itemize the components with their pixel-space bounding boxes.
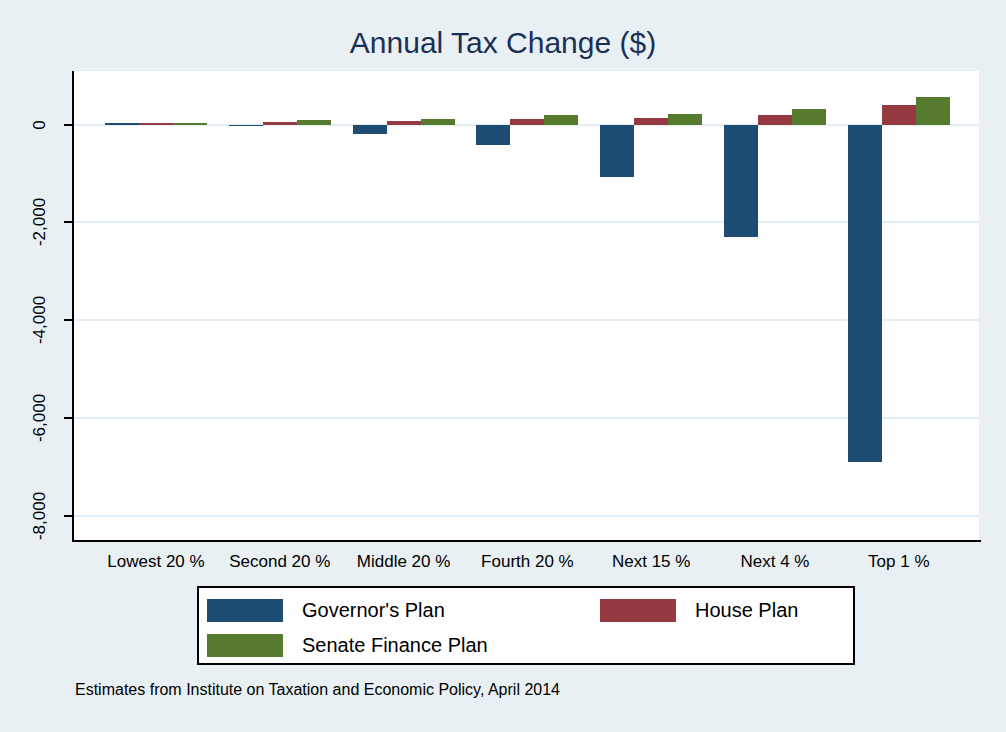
legend: Governor's Plan House Plan Senate Financ… — [197, 586, 855, 665]
bar-senate-finance-plan — [544, 115, 578, 124]
y-tick-label: -8,000 — [30, 491, 50, 539]
gridline — [74, 221, 979, 223]
bar-senate-finance-plan — [173, 123, 207, 125]
bar-house-plan — [510, 119, 544, 124]
bar-senate-finance-plan — [668, 114, 702, 125]
x-tick-label: Top 1 % — [868, 552, 929, 572]
bar-governor-s-plan — [229, 125, 263, 126]
legend-swatch-senate-finance-plan — [207, 634, 283, 657]
bar-house-plan — [634, 118, 668, 125]
y-tick-label: 0 — [30, 120, 50, 129]
bar-senate-finance-plan — [421, 119, 455, 125]
y-tick — [64, 515, 72, 517]
x-tick-label: Next 4 % — [741, 552, 810, 572]
plot-area — [74, 71, 979, 540]
bar-house-plan — [263, 122, 297, 124]
x-tick-label: Next 15 % — [612, 552, 690, 572]
y-tick-label: -6,000 — [30, 394, 50, 442]
bar-house-plan — [758, 115, 792, 125]
legend-item-governors-plan: Governor's Plan — [207, 599, 600, 622]
bar-house-plan — [139, 123, 173, 125]
bar-senate-finance-plan — [792, 109, 826, 124]
bar-house-plan — [387, 121, 421, 124]
bar-senate-finance-plan — [297, 120, 331, 124]
source-note: Estimates from Institute on Taxation and… — [75, 681, 560, 699]
bar-governor-s-plan — [353, 125, 387, 134]
legend-label: Governor's Plan — [302, 599, 445, 622]
legend-swatch-house-plan — [600, 599, 676, 622]
x-axis-line — [72, 540, 981, 542]
legend-item-house-plan: House Plan — [600, 599, 853, 622]
bar-governor-s-plan — [600, 125, 634, 177]
bar-governor-s-plan — [848, 125, 882, 463]
legend-item-senate-finance-plan: Senate Finance Plan — [207, 634, 600, 657]
y-tick — [64, 124, 72, 126]
y-tick-label: -4,000 — [30, 296, 50, 344]
chart-canvas: Annual Tax Change ($) 0 -2,000 -4,000 -6,00… — [0, 0, 1006, 732]
y-axis-line — [72, 71, 74, 542]
y-tick — [64, 319, 72, 321]
bar-governor-s-plan — [105, 123, 139, 125]
gridline — [74, 319, 979, 321]
legend-label: House Plan — [695, 599, 798, 622]
x-tick-label: Middle 20 % — [357, 552, 451, 572]
chart-title: Annual Tax Change ($) — [0, 26, 1006, 60]
bar-house-plan — [882, 105, 916, 125]
x-tick-label: Lowest 20 % — [107, 552, 204, 572]
gridline — [74, 417, 979, 419]
legend-label: Senate Finance Plan — [302, 634, 488, 657]
x-tick-label: Second 20 % — [229, 552, 330, 572]
y-tick — [64, 221, 72, 223]
legend-swatch-governors-plan — [207, 599, 283, 622]
gridline — [74, 515, 979, 517]
y-tick — [64, 417, 72, 419]
bar-senate-finance-plan — [916, 97, 950, 125]
x-tick-label: Fourth 20 % — [481, 552, 574, 572]
y-tick-label: -2,000 — [30, 198, 50, 246]
bar-governor-s-plan — [476, 125, 510, 145]
bar-governor-s-plan — [724, 125, 758, 237]
